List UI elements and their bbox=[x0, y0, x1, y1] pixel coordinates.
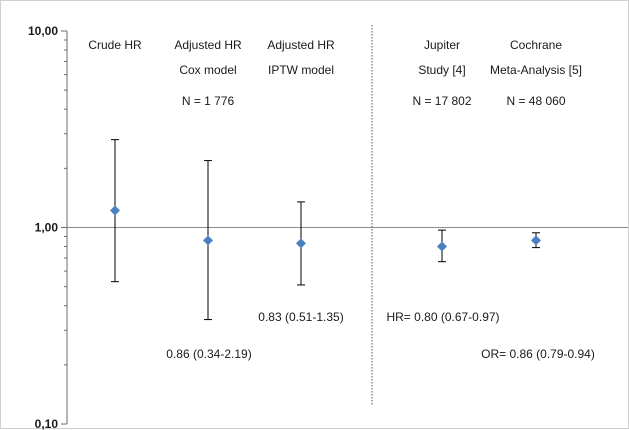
series-n-label: N = 17 802 bbox=[412, 94, 471, 108]
estimate-annotation: 0.83 (0.51-1.35) bbox=[258, 310, 343, 324]
y-tick-label: 0,10 bbox=[35, 417, 59, 430]
estimate-marker bbox=[531, 235, 541, 246]
series-n-label: N = 1 776 bbox=[182, 94, 235, 108]
estimate-marker bbox=[110, 205, 120, 216]
estimate-marker bbox=[296, 238, 306, 249]
series-header-label: Adjusted HR bbox=[174, 38, 242, 52]
series-header-label: Meta-Analysis [5] bbox=[490, 63, 582, 77]
y-tick-label: 1,00 bbox=[35, 221, 59, 235]
series-header-label: Cochrane bbox=[510, 38, 562, 52]
series-header-label: Adjusted HR bbox=[267, 38, 335, 52]
series-header-label: IPTW model bbox=[268, 63, 334, 77]
estimate-annotation: HR= 0.80 (0.67-0.97) bbox=[386, 310, 499, 324]
estimate-marker bbox=[203, 235, 213, 246]
estimate-annotation: OR= 0.86 (0.79-0.94) bbox=[481, 347, 595, 361]
series-header-label: Crude HR bbox=[88, 38, 142, 52]
series-header-label: Cox model bbox=[179, 63, 236, 77]
series-header-label: Study [4] bbox=[418, 63, 465, 77]
estimate-marker bbox=[437, 241, 447, 252]
series-n-label: N = 48 060 bbox=[506, 94, 565, 108]
y-tick-label: 10,00 bbox=[28, 24, 58, 38]
estimate-annotation: 0.86 (0.34-2.19) bbox=[166, 347, 251, 361]
series-header-label: Jupiter bbox=[424, 38, 460, 52]
